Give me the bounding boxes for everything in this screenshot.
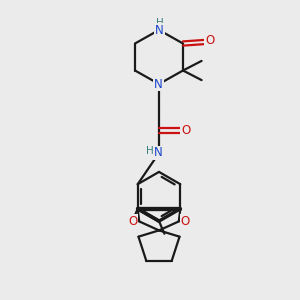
Text: N: N (155, 23, 164, 37)
Text: N: N (154, 146, 163, 160)
Text: O: O (206, 34, 214, 47)
Text: H: H (156, 18, 164, 28)
Text: O: O (128, 215, 137, 228)
Text: O: O (182, 124, 190, 137)
Text: H: H (146, 146, 154, 157)
Text: O: O (181, 215, 190, 228)
Text: N: N (154, 77, 163, 91)
